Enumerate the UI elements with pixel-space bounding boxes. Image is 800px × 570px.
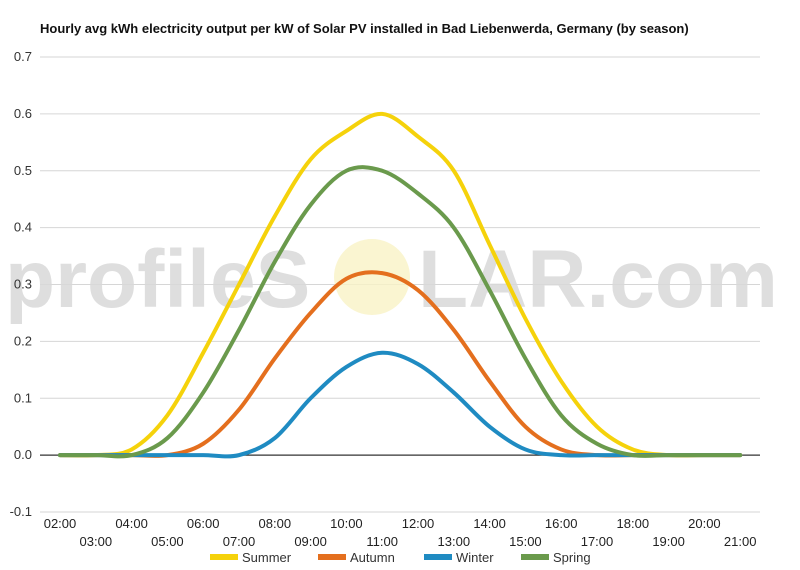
y-tick-label: 0.6 bbox=[14, 106, 32, 121]
watermark-sun-icon bbox=[334, 239, 410, 315]
legend-swatch-summer bbox=[210, 554, 238, 560]
x-tick-label: 14:00 bbox=[473, 516, 506, 531]
x-tick-label: 13:00 bbox=[438, 534, 471, 549]
x-tick-label: 12:00 bbox=[402, 516, 435, 531]
x-axis: 02:0003:0004:0005:0006:0007:0008:0009:00… bbox=[44, 516, 757, 549]
x-tick-label: 07:00 bbox=[223, 534, 256, 549]
x-tick-label: 06:00 bbox=[187, 516, 220, 531]
legend-label-summer: Summer bbox=[242, 550, 292, 565]
legend-item-autumn[interactable]: Autumn bbox=[318, 550, 395, 565]
x-tick-label: 03:00 bbox=[80, 534, 113, 549]
x-tick-label: 20:00 bbox=[688, 516, 721, 531]
y-tick-label: -0.1 bbox=[10, 504, 32, 519]
watermark-text-right: LAR.com bbox=[418, 234, 778, 325]
legend-label-autumn: Autumn bbox=[350, 550, 395, 565]
legend-swatch-spring bbox=[521, 554, 549, 560]
x-tick-label: 11:00 bbox=[366, 534, 398, 549]
x-tick-label: 21:00 bbox=[724, 534, 757, 549]
y-tick-label: 0.0 bbox=[14, 447, 32, 462]
x-tick-label: 18:00 bbox=[617, 516, 650, 531]
x-tick-label: 04:00 bbox=[115, 516, 148, 531]
x-tick-label: 19:00 bbox=[652, 534, 685, 549]
series-line-summer bbox=[58, 111, 743, 458]
x-tick-label: 08:00 bbox=[259, 516, 292, 531]
x-tick-label: 09:00 bbox=[294, 534, 327, 549]
y-tick-label: 0.3 bbox=[14, 277, 32, 292]
chart-title: Hourly avg kWh electricity output per kW… bbox=[40, 21, 689, 36]
legend-label-spring: Spring bbox=[553, 550, 591, 565]
x-tick-label: 05:00 bbox=[151, 534, 184, 549]
y-tick-label: 0.7 bbox=[14, 49, 32, 64]
legend[interactable]: Summer Autumn Winter Spring bbox=[210, 550, 591, 565]
y-axis: 0.7 0.6 0.5 0.4 0.3 0.2 0.1 0.0 -0.1 bbox=[10, 49, 32, 519]
y-tick-label: 0.4 bbox=[14, 220, 32, 235]
x-tick-label: 10:00 bbox=[330, 516, 363, 531]
legend-label-winter: Winter bbox=[456, 550, 494, 565]
watermark: profileS LAR.com bbox=[5, 234, 778, 325]
y-tick-label: 0.5 bbox=[14, 163, 32, 178]
legend-item-winter[interactable]: Winter bbox=[424, 550, 494, 565]
x-tick-label: 17:00 bbox=[581, 534, 614, 549]
legend-swatch-autumn bbox=[318, 554, 346, 560]
x-tick-label: 02:00 bbox=[44, 516, 77, 531]
legend-item-summer[interactable]: Summer bbox=[210, 550, 292, 565]
y-tick-label: 0.1 bbox=[14, 390, 32, 405]
series-line-spring bbox=[58, 165, 743, 459]
legend-item-spring[interactable]: Spring bbox=[521, 550, 591, 565]
x-tick-label: 15:00 bbox=[509, 534, 542, 549]
x-tick-label: 16:00 bbox=[545, 516, 578, 531]
legend-swatch-winter bbox=[424, 554, 452, 560]
series bbox=[58, 111, 743, 459]
y-tick-label: 0.2 bbox=[14, 333, 32, 348]
